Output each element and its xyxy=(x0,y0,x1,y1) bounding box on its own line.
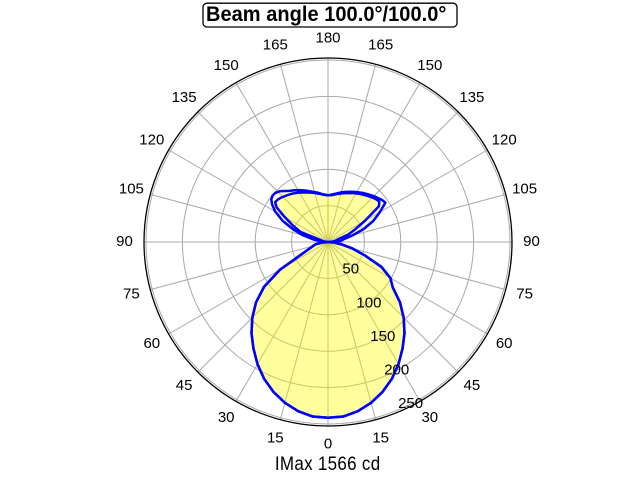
svg-text:165: 165 xyxy=(263,36,288,53)
svg-text:90: 90 xyxy=(523,233,540,250)
svg-text:150: 150 xyxy=(370,328,395,345)
svg-text:105: 105 xyxy=(512,180,537,197)
svg-text:120: 120 xyxy=(492,131,517,148)
svg-text:60: 60 xyxy=(143,335,160,352)
svg-text:15: 15 xyxy=(372,430,389,447)
svg-text:Beam angle 100.0°/100.0°: Beam angle 100.0°/100.0° xyxy=(206,3,446,27)
svg-text:75: 75 xyxy=(123,286,140,303)
svg-text:150: 150 xyxy=(214,57,239,74)
svg-text:IMax 1566 cd: IMax 1566 cd xyxy=(275,453,381,474)
svg-text:45: 45 xyxy=(464,377,481,394)
svg-text:0: 0 xyxy=(324,436,332,453)
svg-text:30: 30 xyxy=(218,409,235,426)
svg-text:165: 165 xyxy=(368,36,393,53)
svg-text:150: 150 xyxy=(417,57,442,74)
svg-text:250: 250 xyxy=(398,395,423,412)
svg-text:120: 120 xyxy=(139,131,164,148)
svg-text:30: 30 xyxy=(421,409,438,426)
svg-text:100: 100 xyxy=(356,294,381,311)
svg-text:75: 75 xyxy=(516,286,533,303)
svg-text:200: 200 xyxy=(384,362,409,379)
svg-text:60: 60 xyxy=(496,335,513,352)
svg-text:90: 90 xyxy=(116,233,133,250)
svg-text:105: 105 xyxy=(119,180,144,197)
svg-text:135: 135 xyxy=(459,89,484,106)
svg-text:50: 50 xyxy=(342,261,359,278)
svg-text:15: 15 xyxy=(267,430,284,447)
svg-text:45: 45 xyxy=(176,377,193,394)
svg-text:180: 180 xyxy=(315,30,340,47)
svg-text:135: 135 xyxy=(172,89,197,106)
